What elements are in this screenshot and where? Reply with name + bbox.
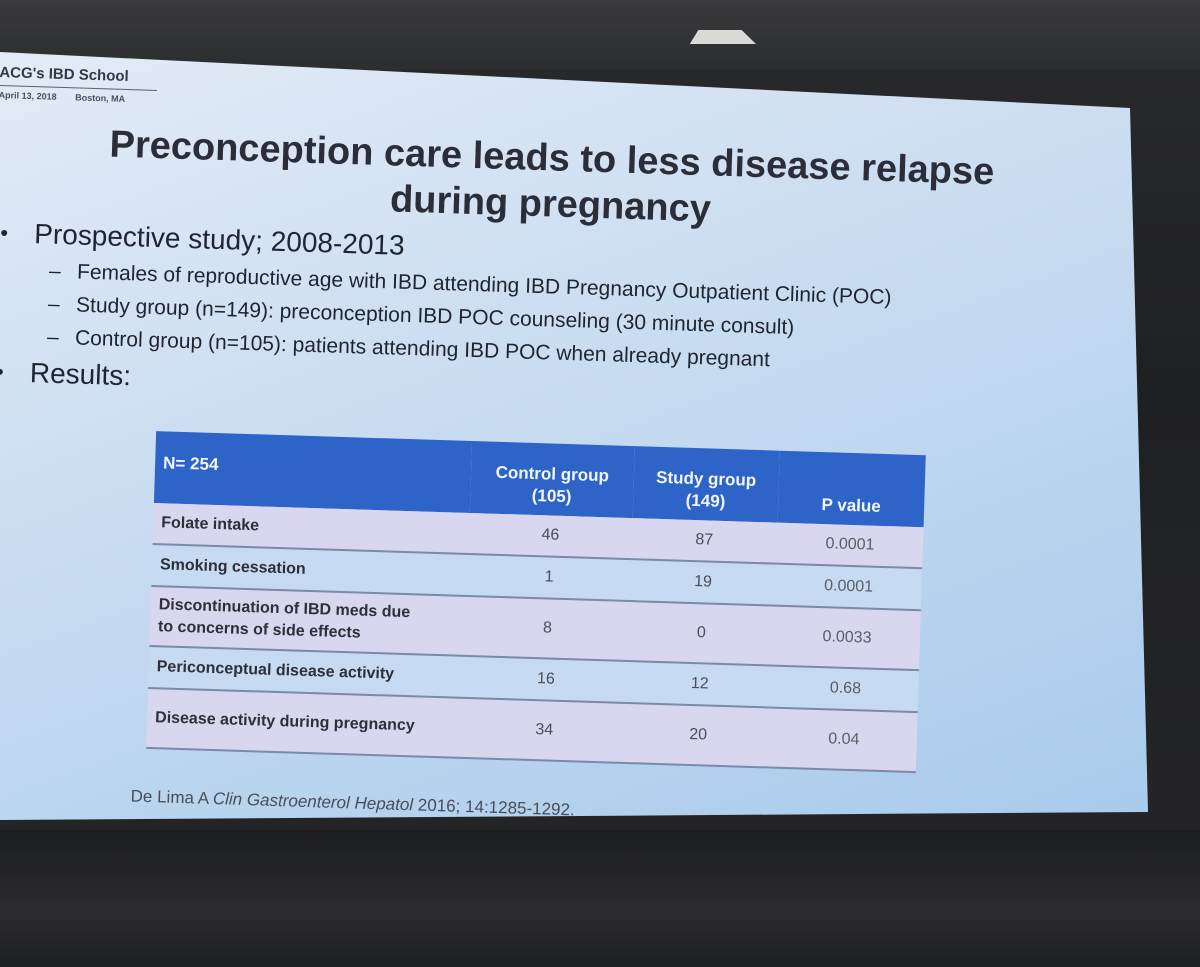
- row-label: Discontinuation of IBD meds due to conce…: [149, 586, 468, 656]
- bullet-list: Prospective study; 2008-2013 Females of …: [0, 216, 1124, 430]
- citation-journal: Clin Gastroenterol Hepatol: [212, 789, 414, 815]
- p-value: 0.0001: [776, 522, 924, 569]
- ceiling-fixture: [689, 30, 756, 44]
- study-value: 12: [626, 661, 774, 708]
- study-value: 20: [624, 702, 772, 768]
- p-value: 0.68: [771, 665, 920, 713]
- row-label: Disease activity during pregnancy: [146, 687, 464, 758]
- control-value: 1: [467, 553, 631, 602]
- room-wall-top: [0, 0, 1200, 70]
- p-value: 0.0001: [774, 563, 923, 611]
- p-value: 0.04: [769, 707, 918, 773]
- header-control: Control group (105): [469, 441, 635, 519]
- control-value: 16: [463, 655, 628, 703]
- header-p-value: P value: [777, 450, 926, 528]
- study-value: 87: [630, 518, 778, 564]
- citation-ref: 2016; 14:1285-1292.: [417, 795, 575, 820]
- header-control-label: Control group: [495, 462, 610, 486]
- school-logo-text: ACG's IBD School: [0, 63, 129, 86]
- study-value: 0: [627, 601, 775, 666]
- citation: De Lima A Clin Gastroenterol Hepatol 201…: [130, 786, 575, 820]
- citation-author: De Lima A: [130, 786, 209, 808]
- control-value: 46: [468, 512, 633, 560]
- results-table: N= 254 Control group (105) Study group (…: [146, 431, 926, 773]
- control-value: 8: [465, 595, 630, 662]
- header-study: Study group (149): [632, 446, 780, 523]
- event-date-location: April 13, 2018 Boston, MA: [0, 90, 125, 104]
- p-value: 0.0033: [773, 605, 921, 671]
- event-location: Boston, MA: [75, 92, 126, 104]
- slide-content: ACG's IBD School April 13, 2018 Boston, …: [0, 52, 1149, 858]
- control-value: 34: [462, 697, 627, 763]
- room-wall-bottom: [0, 830, 1200, 967]
- header-study-label: Study group: [655, 467, 757, 490]
- study-value: 19: [629, 559, 777, 606]
- header-n: N= 254: [153, 431, 473, 513]
- event-date: April 13, 2018: [0, 89, 57, 102]
- header-study-n: (149): [685, 490, 726, 512]
